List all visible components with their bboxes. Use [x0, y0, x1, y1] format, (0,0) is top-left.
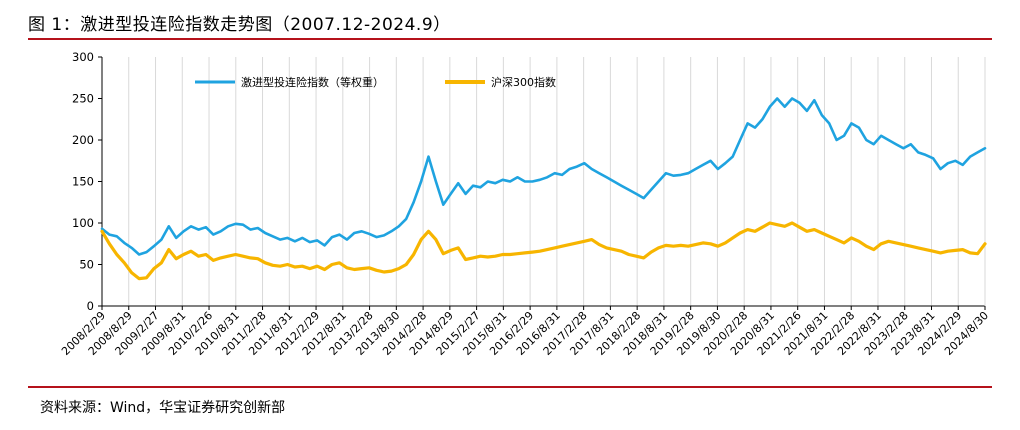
series-line-csi300	[100, 221, 987, 281]
y-tick-label: 100	[72, 216, 94, 230]
legend-label-aggressive-index: 激进型投连险指数（等权重）	[241, 75, 384, 89]
chart-grid	[101, 57, 986, 306]
y-axis-ticks: 0 50 100 150 200 250 300	[72, 50, 102, 313]
chart-legend: 激进型投连险指数（等权重） 沪深300指数	[195, 75, 556, 89]
y-tick-label: 250	[72, 92, 94, 106]
y-tick-label: 150	[72, 175, 94, 189]
y-tick-label: 0	[87, 299, 94, 313]
series-line-aggressive-index	[100, 97, 987, 256]
chart-axes	[101, 57, 986, 307]
chart-series	[100, 97, 987, 281]
line-chart: 0 50 100 150 200 250 300 2008/2/292008/8/29200…	[59, 50, 991, 358]
x-axis-ticks: 2008/2/292008/8/292009/2/272009/8/312010…	[59, 306, 991, 358]
legend-label-csi300: 沪深300指数	[491, 75, 556, 89]
y-tick-label: 50	[79, 258, 94, 272]
y-tick-label: 300	[72, 50, 94, 64]
figure-title: 图 1：激进型投连险指数走势图（2007.12-2024.9）	[28, 15, 451, 35]
source-note: 资料来源：Wind，华宝证券研究创新部	[40, 400, 286, 416]
top-divider	[28, 38, 992, 40]
bottom-divider	[28, 386, 992, 388]
y-tick-label: 200	[72, 133, 94, 147]
